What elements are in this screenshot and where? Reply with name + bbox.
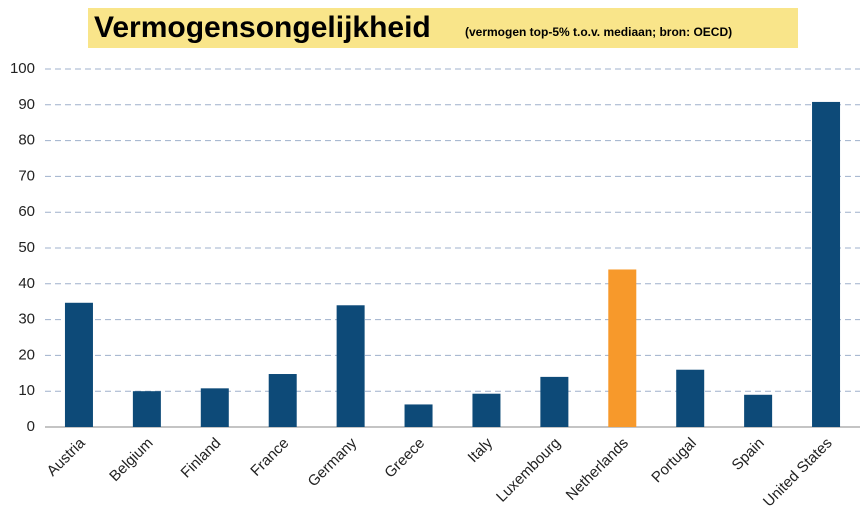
bar — [676, 369, 705, 427]
y-tick-label: 50 — [18, 239, 35, 256]
x-tick-label: Spain — [729, 435, 768, 474]
bar — [540, 376, 569, 427]
y-tick-label: 30 — [18, 311, 35, 328]
bar — [404, 404, 433, 427]
x-tick-label: Finland — [178, 435, 225, 482]
bar — [744, 394, 773, 427]
x-tick-label: Austria — [44, 434, 89, 479]
y-tick-label: 90 — [18, 96, 35, 113]
bar — [336, 305, 365, 427]
y-tick-label: 10 — [18, 382, 35, 399]
bar — [812, 101, 841, 427]
y-tick-label: 80 — [18, 132, 35, 149]
y-tick-label: 40 — [18, 275, 35, 292]
x-tick-label: United States — [760, 435, 836, 511]
y-tick-label: 100 — [10, 60, 35, 77]
x-tick-label: Netherlands — [563, 435, 632, 504]
x-tick-label: Italy — [465, 434, 497, 466]
title-box — [88, 8, 798, 48]
x-tick-label: Portugal — [648, 435, 700, 487]
x-tick-label: France — [247, 435, 292, 480]
y-tick-label: 20 — [18, 346, 35, 363]
y-tick-label: 70 — [18, 167, 35, 184]
bar — [268, 374, 297, 427]
y-tick-label: 0 — [27, 418, 35, 435]
y-tick-label: 60 — [18, 203, 35, 220]
x-tick-label: Luxembourg — [493, 435, 564, 506]
bar — [472, 393, 501, 427]
chart-title: Vermogensongelijkheid — [94, 11, 431, 44]
x-tick-label: Greece — [381, 435, 428, 482]
bar — [132, 391, 161, 427]
chart-subtitle: (vermogen top-5% t.o.v. mediaan; bron: O… — [465, 25, 732, 39]
bar — [64, 302, 93, 427]
x-tick-label: Belgium — [106, 435, 156, 485]
x-tick-label: Germany — [305, 434, 361, 490]
bar — [200, 388, 229, 427]
bar — [608, 269, 637, 427]
